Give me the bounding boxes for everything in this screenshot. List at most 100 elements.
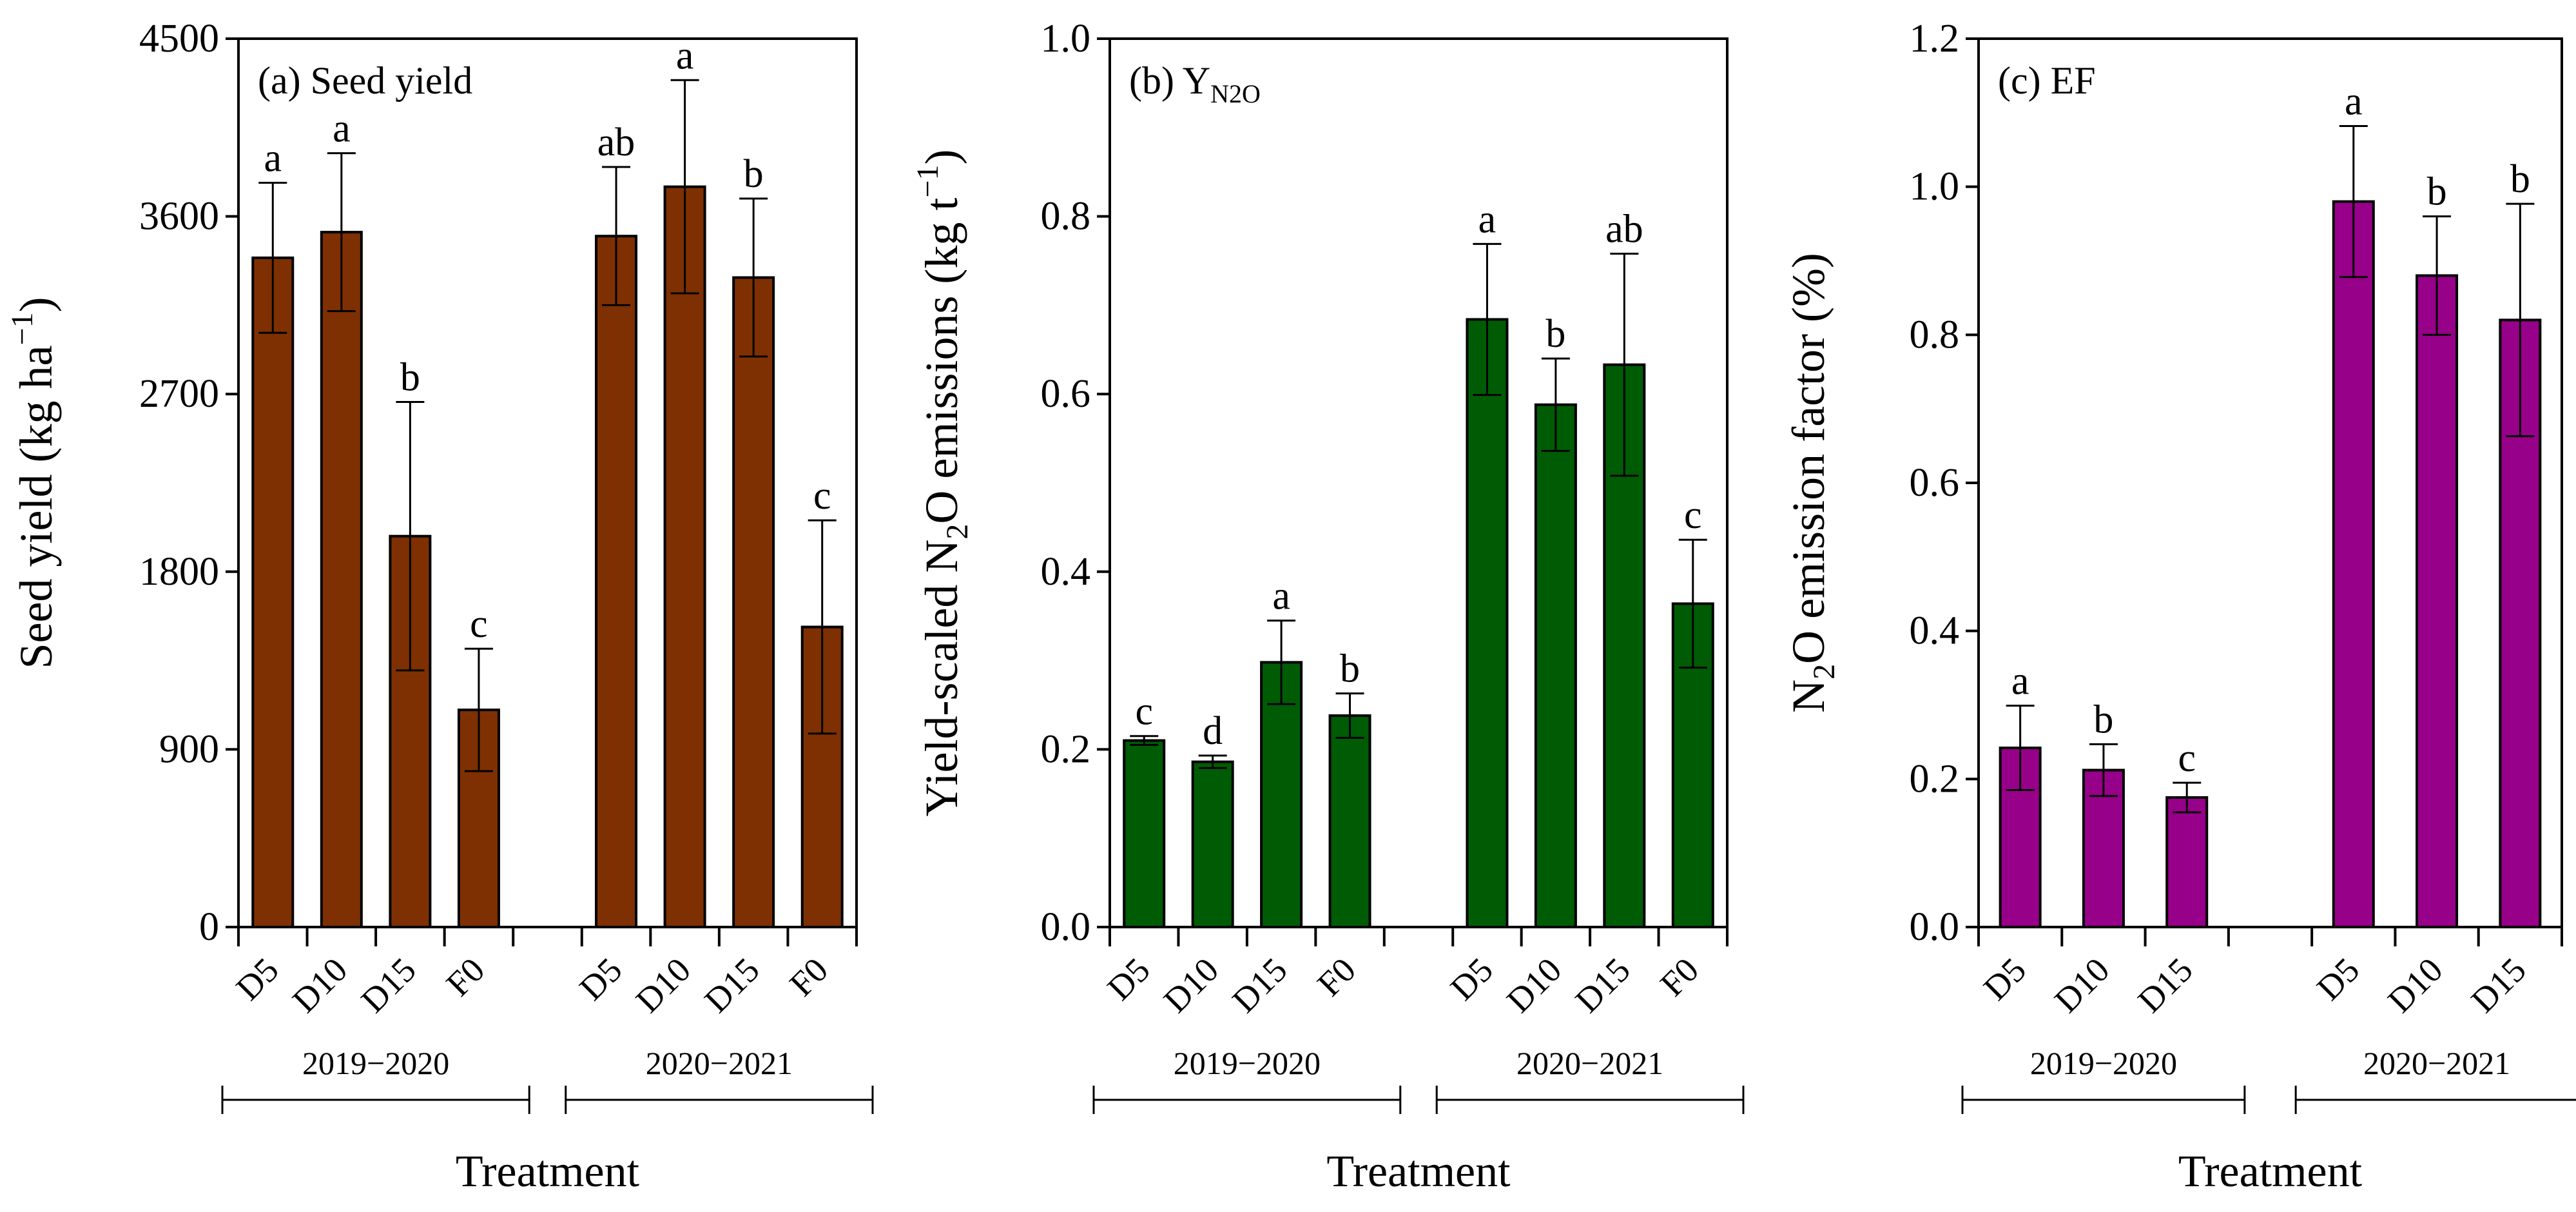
y-title-main: N xyxy=(1783,679,1834,713)
category-label: D5 xyxy=(1100,950,1157,1008)
category-label: D10 xyxy=(2047,950,2116,1020)
significance-letter: a xyxy=(264,137,282,181)
bar xyxy=(1191,760,1234,929)
category-label: D10 xyxy=(2380,950,2450,1020)
y-title-end: ) xyxy=(916,150,967,165)
panel-label-main: (a) Seed yield xyxy=(258,59,472,102)
bar xyxy=(457,709,500,928)
category-label: D5 xyxy=(1443,950,1500,1008)
plot-frame xyxy=(237,37,858,928)
y-tick-label: 0.2 xyxy=(1041,727,1091,771)
chart-panel-1: 0.0 0.2 0.4 0.6 0.8 1.0 c D5 d D10 a D15 b F0 a D5 b D10 a… xyxy=(911,17,1745,1197)
significance-letter: b xyxy=(744,152,764,196)
bar xyxy=(251,256,295,929)
chart-panel-0: 0 900 1800 2700 3600 4500 a D5 a D10 b D15 c F0 ab D5 a D… xyxy=(5,17,874,1197)
significance-letter: c xyxy=(1684,493,1702,537)
bar xyxy=(320,231,363,928)
significance-letter: b xyxy=(2427,170,2447,214)
panel-label: (a) Seed yield xyxy=(258,59,472,102)
significance-letter: c xyxy=(1135,690,1153,734)
significance-letter: c xyxy=(2178,736,2196,780)
y-axis-title: Yield-scaled N2O emissions (kg t−1) xyxy=(911,150,974,817)
group-label: 2020−2021 xyxy=(2363,1045,2510,1081)
category-label: D15 xyxy=(354,950,423,1020)
category-label: D5 xyxy=(2309,950,2367,1008)
category-label: F0 xyxy=(1310,950,1363,1004)
group-label: 2020−2021 xyxy=(646,1045,793,1081)
significance-letter: ab xyxy=(597,121,635,164)
y-tick-label: 1.0 xyxy=(1910,165,1960,209)
category-label: F0 xyxy=(782,950,835,1004)
group-label: 2019−2020 xyxy=(302,1045,449,1081)
bar xyxy=(1466,318,1509,928)
y-title-subscript: 2 xyxy=(940,524,974,540)
bar xyxy=(2332,200,2375,929)
significance-letter: a xyxy=(2011,660,2029,703)
bar xyxy=(595,235,638,929)
category-label: F0 xyxy=(439,950,492,1004)
category-label: D10 xyxy=(285,950,354,1020)
significance-letter: b xyxy=(400,355,420,399)
y-tick-label: 1.2 xyxy=(1910,17,1960,61)
bar xyxy=(2416,274,2459,928)
significance-letter: b xyxy=(1340,647,1360,691)
y-tick-label: 1800 xyxy=(139,550,219,594)
panel-label-main: (b) Y xyxy=(1129,59,1210,102)
category-label: D5 xyxy=(572,950,629,1008)
y-tick-label: 4500 xyxy=(139,17,219,61)
panel-label-subscript: N2O xyxy=(1210,79,1261,108)
y-title-main: Yield-scaled N xyxy=(916,540,967,817)
significance-letter: b xyxy=(1545,312,1565,356)
x-axis-title: Treatment xyxy=(456,1147,640,1197)
category-label: D15 xyxy=(697,950,766,1020)
category-label: D5 xyxy=(1976,950,2033,1008)
category-label: D15 xyxy=(1568,950,1638,1020)
y-axis-title: N2O emission factor (%) xyxy=(1783,253,1841,713)
group-label: 2019−2020 xyxy=(2030,1045,2177,1081)
x-axis-title: Treatment xyxy=(1326,1147,1511,1197)
y-tick-label: 0.0 xyxy=(1910,905,1960,949)
category-label: D15 xyxy=(1225,950,1294,1020)
y-tick-label: 0.8 xyxy=(1041,195,1091,239)
y-title-mid: O emissions (kg t xyxy=(916,198,967,524)
y-title-end: ) xyxy=(10,297,62,313)
y-tick-label: 0.4 xyxy=(1910,609,1960,653)
y-tick-label: 0.6 xyxy=(1041,372,1091,416)
chart-panel-2: 0.0 0.2 0.4 0.6 0.8 1.0 1.2 a D5 b D10 c D15 a D5 b D10 b… xyxy=(1783,17,2576,1197)
panel-label-main: (c) EF xyxy=(1998,59,2096,102)
y-tick-label: 0.8 xyxy=(1910,313,1960,357)
panel-label: (c) EF xyxy=(1998,59,2096,102)
significance-letter: d xyxy=(1203,709,1223,753)
significance-letter: ab xyxy=(1605,207,1643,251)
y-tick-label: 2700 xyxy=(139,372,219,416)
y-tick-label: 0 xyxy=(199,905,219,949)
y-axis-title: Seed yield (kg ha−1) xyxy=(5,297,62,669)
y-title-superscript: −1 xyxy=(911,165,945,198)
bar xyxy=(2165,796,2209,928)
category-label: D10 xyxy=(1156,950,1226,1020)
y-title-mid: O emission factor (%) xyxy=(1783,253,1834,664)
significance-letter: a xyxy=(333,107,351,151)
significance-letter: b xyxy=(2510,157,2530,201)
category-label: D10 xyxy=(628,950,698,1020)
y-tick-label: 1.0 xyxy=(1041,17,1091,61)
significance-letter: a xyxy=(1478,197,1496,241)
category-label: D10 xyxy=(1499,950,1569,1020)
panel-label: (b) YN2O xyxy=(1129,59,1261,108)
bar xyxy=(1328,714,1371,928)
x-axis-title: Treatment xyxy=(2178,1147,2363,1197)
category-label: D15 xyxy=(2131,950,2200,1020)
group-label: 2020−2021 xyxy=(1516,1045,1663,1081)
y-tick-label: 0.6 xyxy=(1910,461,1960,505)
significance-letter: c xyxy=(470,602,488,646)
y-tick-label: 0.4 xyxy=(1041,550,1091,594)
y-tick-label: 0.0 xyxy=(1041,905,1091,949)
y-title-subscript: 2 xyxy=(1807,664,1841,679)
significance-letter: a xyxy=(676,34,694,77)
category-label: D15 xyxy=(2464,950,2533,1020)
y-title-main: Seed yield (kg ha xyxy=(10,346,62,669)
group-label: 2019−2020 xyxy=(1174,1045,1321,1081)
bar xyxy=(732,276,775,929)
bar xyxy=(1123,739,1166,928)
